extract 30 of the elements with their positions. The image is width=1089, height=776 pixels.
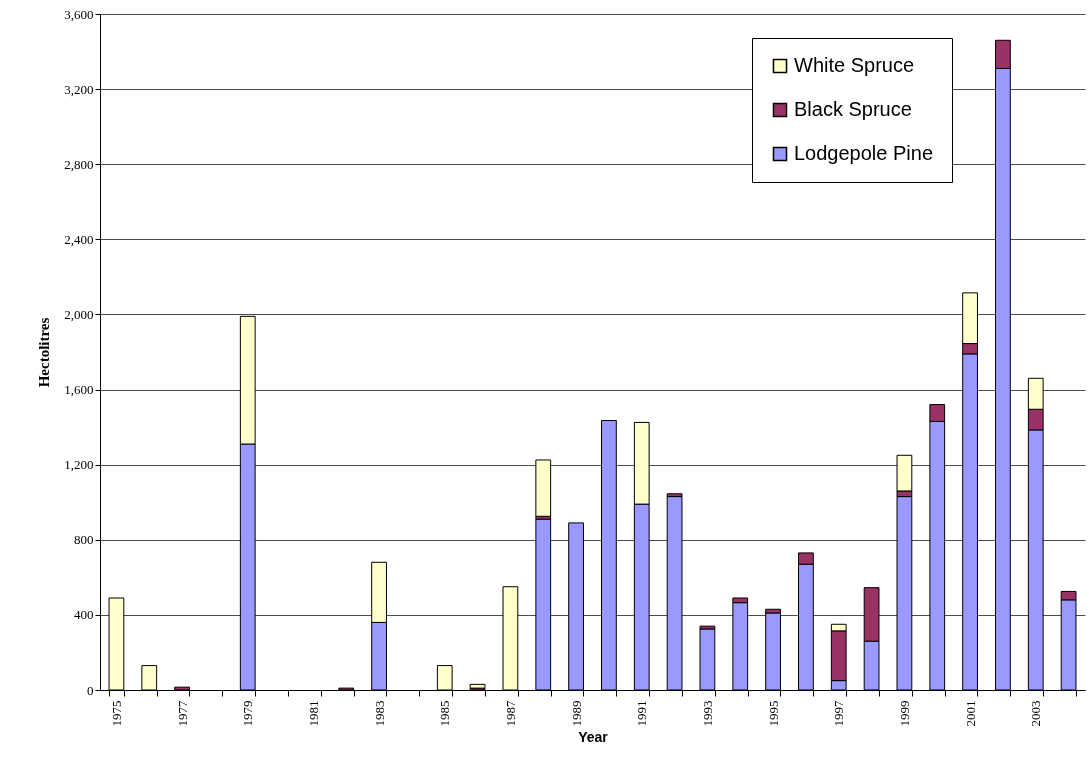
x-tick-label: 1983 [371,700,387,727]
y-tick-label: 1,600 [64,382,94,398]
x-tick-label: 1991 [634,700,650,727]
x-tick-label: 2001 [962,700,978,727]
y-tick-label: 2,400 [64,231,94,247]
y-tick-label: 0 [87,682,94,698]
y-tick-label: 2,000 [64,306,94,322]
x-tick-label: 1995 [765,700,781,727]
legend-label: White Spruce [794,54,915,76]
legend-label: Black Spruce [794,98,912,120]
x-tick-label: 1987 [502,700,518,727]
y-tick-label: 800 [74,532,94,548]
y-tick-label: 3,600 [64,6,94,22]
x-tick-label: 1979 [240,700,256,727]
y-tick-label: 2,800 [64,156,94,172]
y-tick-label: 400 [74,607,94,623]
x-tick-label: 1977 [174,700,190,727]
legend-label: Lodgepole Pine [794,142,934,164]
x-tick-label: 1981 [305,700,321,727]
y-axis-title: Hectolitres [36,317,53,388]
x-tick-label: 1999 [896,700,912,727]
x-tick-label: 1985 [437,700,453,727]
x-tick-label: 1989 [568,700,584,727]
x-tick-label: 2003 [1028,700,1044,727]
x-axis-title: Year [578,728,609,745]
x-tick-label: 1997 [831,700,847,727]
x-tick-label: 1975 [108,700,124,727]
y-tick-label: 3,200 [64,81,94,97]
x-tick-label: 1993 [699,700,715,727]
y-tick-label: 1,200 [64,457,94,473]
